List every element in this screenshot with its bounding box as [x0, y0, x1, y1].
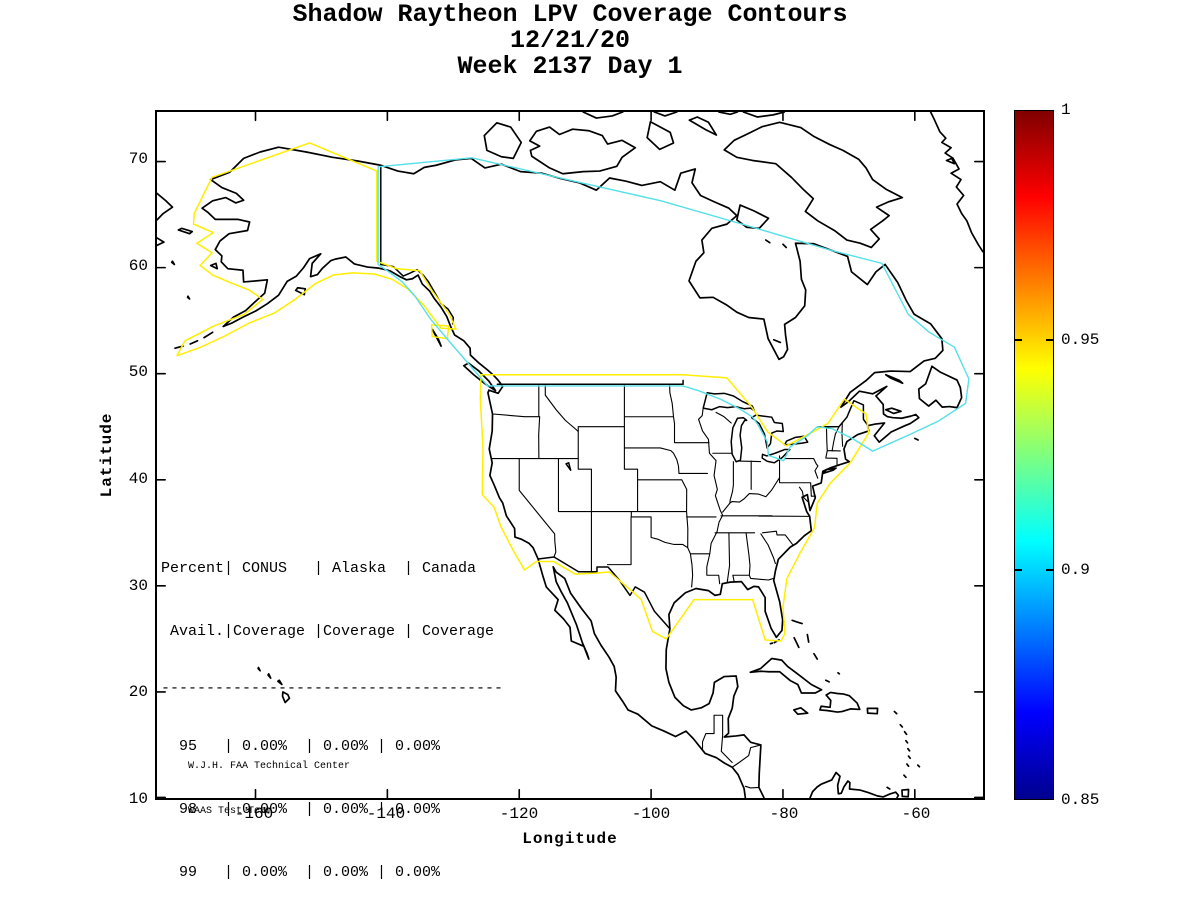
y-tick-label: 20 — [128, 683, 148, 701]
coverage-table-header-1: Percent| CONUS | Alaska | Canada — [161, 560, 477, 577]
colorbar-label: 0.95 — [1061, 331, 1100, 349]
x-axis-label: Longitude — [522, 830, 618, 848]
colorbar-label: 0.85 — [1061, 791, 1100, 809]
colorbar-tick — [1046, 569, 1054, 571]
map-svg — [157, 112, 983, 798]
country-borders — [381, 165, 868, 629]
colorbar-tick — [1014, 339, 1022, 341]
coverage-table-row: 98 | 0.00% | 0.00% | 0.00% — [161, 801, 441, 818]
x-tick-label: -80 — [769, 805, 799, 823]
colorbar-tick — [1014, 569, 1022, 571]
title-line-1: Shadow Raytheon LPV Coverage Contours — [292, 0, 848, 29]
title-line-2: 12/21/20 — [509, 26, 631, 55]
credit-annotation: W.J.H. FAA Technical Center WAAS Test Te… — [188, 729, 350, 849]
colorbar — [1014, 110, 1054, 800]
y-tick-label: 50 — [128, 363, 148, 381]
y-tick-label: 40 — [128, 470, 148, 488]
credit-line-2: WAAS Test Team — [188, 806, 273, 817]
colorbar-tick — [1046, 339, 1054, 341]
x-tick-label: -160 — [234, 805, 274, 823]
x-tick-label: -60 — [901, 805, 931, 823]
coverage-table: Percent| CONUS | Alaska | Canada Avail.|… — [161, 516, 503, 900]
y-axis-label: Latitude — [98, 412, 116, 498]
coastline-north-america — [202, 147, 943, 798]
y-tick-label: 30 — [128, 577, 148, 595]
colorbar-label: 0.9 — [1061, 561, 1090, 579]
y-tick-label: 60 — [128, 257, 148, 275]
coverage-table-separator: -------------------------------------- — [161, 684, 504, 694]
state-borders — [492, 384, 843, 788]
colorbar-label: 1 — [1061, 101, 1071, 119]
y-tick-label: 10 — [128, 790, 148, 808]
coverage-table-header-2: Avail.|Coverage |Coverage | Coverage — [161, 623, 495, 640]
coverage-table-row: 95 | 0.00% | 0.00% | 0.00% — [161, 738, 441, 755]
plot-title: Shadow Raytheon LPV Coverage Contours 12/… — [155, 2, 985, 80]
lakes — [566, 393, 808, 470]
x-tick-label: -120 — [499, 805, 539, 823]
x-tick-label: -100 — [631, 805, 671, 823]
coverage-table-row: 99 | 0.00% | 0.00% | 0.00% — [161, 864, 441, 881]
credit-line-1: W.J.H. FAA Technical Center — [188, 761, 351, 772]
x-tick-label: -140 — [366, 805, 406, 823]
map-plot-area — [155, 110, 985, 800]
title-line-3: Week 2137 Day 1 — [457, 52, 683, 81]
contour-cyan — [378, 158, 969, 461]
axis-tick-marks — [157, 112, 983, 798]
y-tick-label: 70 — [128, 150, 148, 168]
